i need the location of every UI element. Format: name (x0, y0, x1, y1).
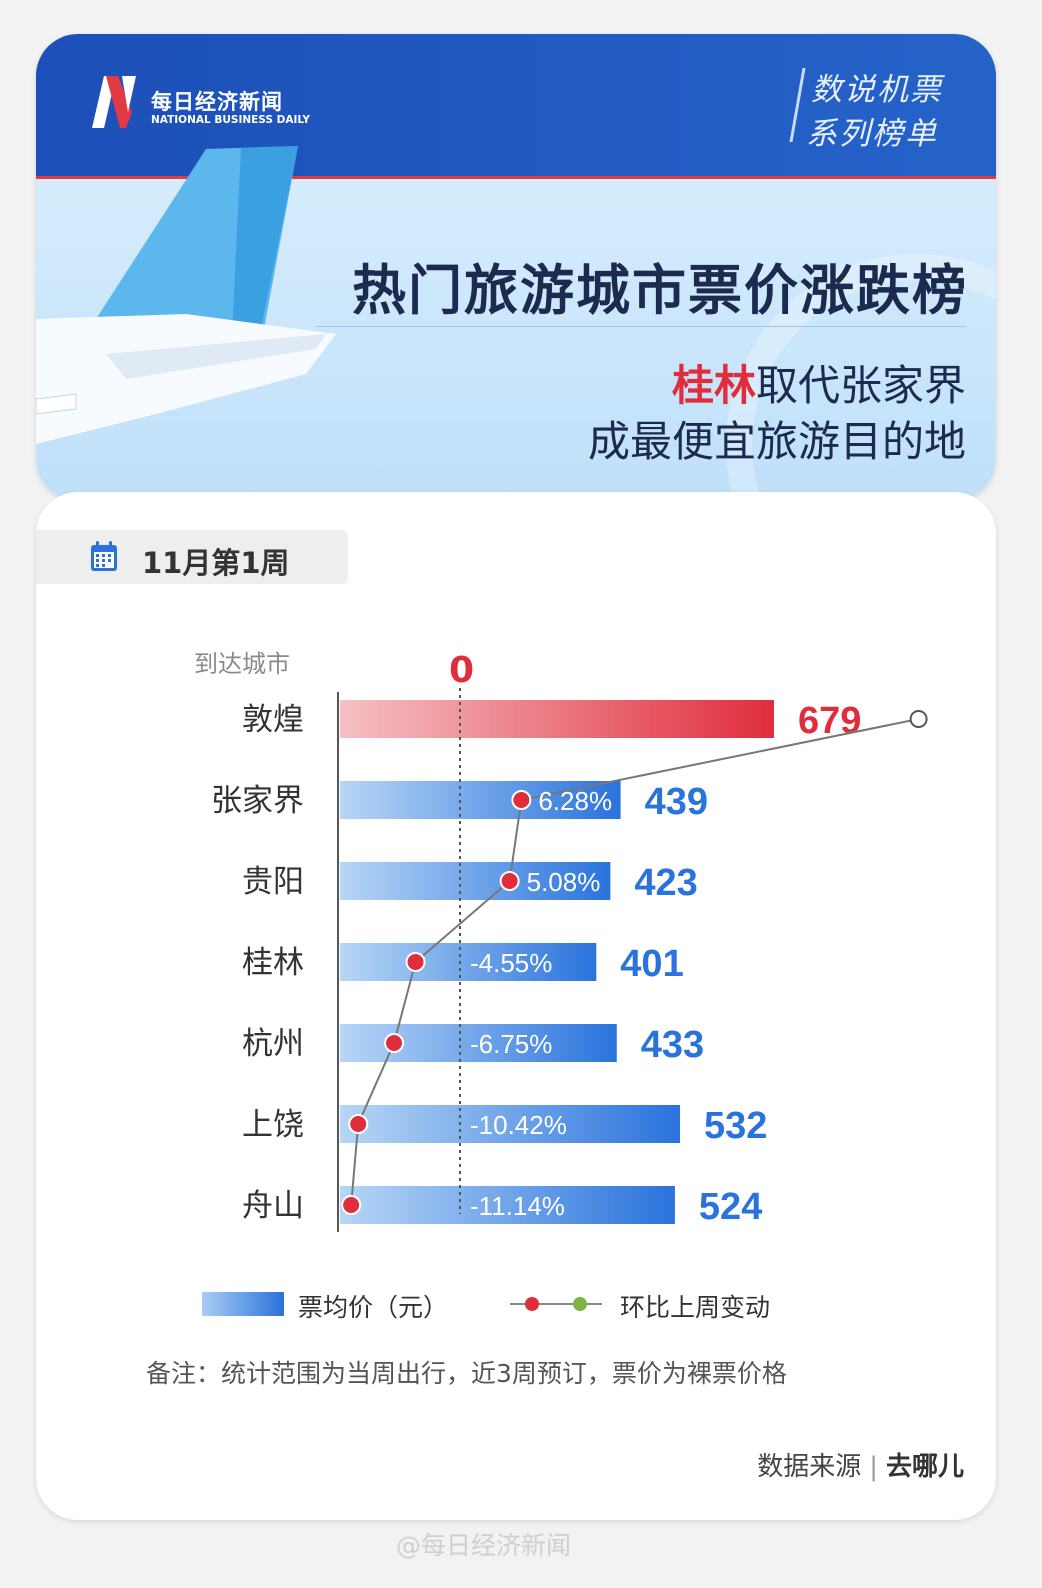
change-percent-label: -4.55% (470, 948, 552, 978)
axis-title: 到达城市 (194, 650, 290, 678)
change-point (348, 1114, 369, 1134)
category-label: 上饶 (242, 1107, 304, 1143)
data-source: 数据来源 | 去哪儿 (757, 1446, 964, 1483)
price-bar (340, 781, 621, 819)
category-label: 桂林 (242, 945, 304, 981)
category-label: 杭州 (242, 1026, 304, 1062)
subtitle-highlight: 桂林 (671, 361, 756, 410)
price-value-label: 401 (620, 943, 683, 985)
category-label: 张家界 (211, 783, 304, 819)
legend-bar-swatch (202, 1292, 284, 1316)
price-value-label: 439 (645, 781, 708, 823)
week-label: 11月第1周 (142, 546, 290, 580)
week-tab: 11月第1周 (36, 530, 348, 584)
change-percent-label: 5.08% (527, 867, 601, 897)
subtitle-line2: 成最便宜旅游目的地 (587, 417, 966, 466)
change-point (909, 710, 928, 728)
chart-card: 11月第1周 到达城市 0 敦煌 679 张家界 439 贵阳 423 桂林 401 杭州 433… (36, 492, 996, 1520)
brand-logo-icon (92, 76, 136, 128)
bar-chart: 敦煌 679 张家界 439 贵阳 423 桂林 401 杭州 433 上饶 532 舟山 524 46.9… (211, 688, 996, 1232)
price-value-label: 679 (798, 700, 861, 742)
calendar-icon (91, 541, 117, 571)
change-point (511, 790, 532, 810)
source-brand: 去哪儿 (885, 1452, 964, 1482)
change-percent-label: 46.94% (936, 705, 996, 735)
page-title: 热门旅游城市票价涨跌榜 (352, 259, 968, 322)
price-value-label: 532 (704, 1105, 767, 1147)
series-tag-line2: 系列榜单 (806, 116, 938, 152)
change-point (384, 1033, 405, 1053)
price-value-label: 423 (634, 862, 697, 904)
price-bar (340, 1186, 675, 1224)
change-point (341, 1195, 362, 1215)
footnote: 备注：统计范围为当周出行，近3周预订，票价为裸票价格 (146, 1359, 787, 1388)
category-label: 敦煌 (242, 702, 304, 738)
source-label: 数据来源 (757, 1452, 862, 1482)
price-bar (340, 1105, 681, 1143)
legend-bar-label: 票均价（元） (298, 1293, 449, 1322)
subtitle-line1-rest: 取代张家界 (755, 361, 966, 410)
title-divider (316, 326, 966, 327)
change-point (499, 871, 520, 891)
change-point (405, 952, 426, 972)
price-bar (340, 862, 611, 900)
header-card: 每日经济新闻 NATIONAL BUSINESS DAILY 数说机票 系列榜单… (36, 34, 996, 500)
price-value-label: 433 (641, 1024, 704, 1066)
brand-name-en: NATIONAL BUSINESS DAILY (151, 114, 311, 126)
legend-line-icon (510, 1297, 602, 1311)
brand-name-cn: 每日经济新闻 (151, 90, 283, 114)
category-label: 舟山 (242, 1188, 304, 1224)
change-percent-label: -10.42% (470, 1110, 567, 1140)
category-label: 贵阳 (242, 864, 304, 900)
legend-line-label: 环比上周变动 (620, 1293, 771, 1322)
price-value-label: 524 (699, 1186, 762, 1228)
airplane-tail-icon (36, 146, 336, 444)
change-percent-label: -6.75% (470, 1029, 552, 1059)
change-percent-label: 6.28% (538, 786, 612, 816)
zero-label: 0 (449, 650, 475, 691)
change-percent-label: -11.14% (470, 1191, 565, 1221)
header-banner (36, 34, 996, 179)
price-bar (340, 943, 597, 981)
series-tag-line1: 数说机票 (811, 72, 943, 108)
price-bar (340, 700, 774, 738)
watermark: @每日经济新闻 (396, 1531, 572, 1560)
source-separator: | (869, 1452, 878, 1482)
subtitle-line1: 桂林取代张家界 (672, 352, 966, 413)
